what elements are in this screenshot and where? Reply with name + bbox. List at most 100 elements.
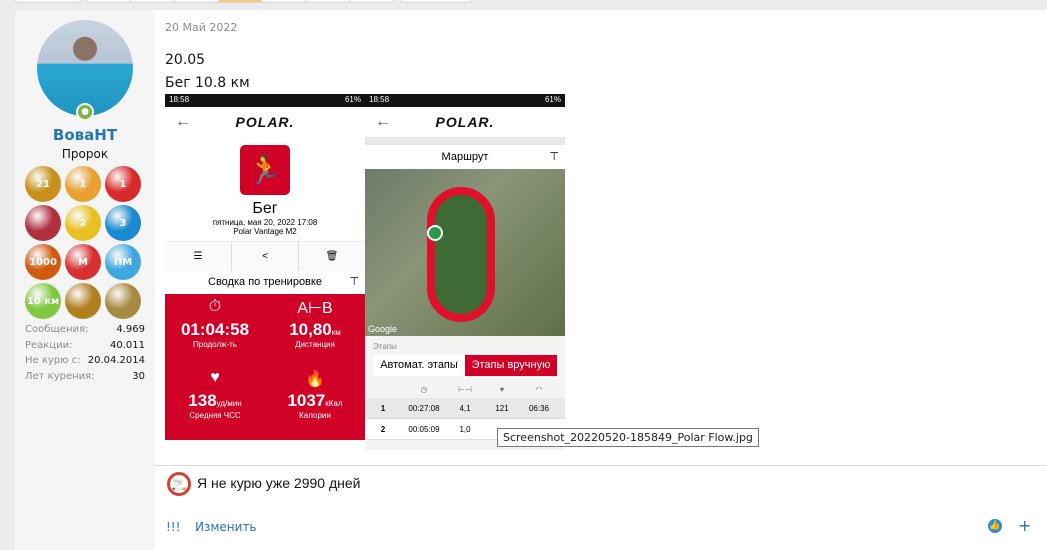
metric: 🔥 1037кКал Калории — [265, 369, 365, 440]
metric-unit: кКал — [325, 399, 343, 408]
post-text-line: Бег 10.8 км — [165, 75, 250, 91]
status-time: 18:58 — [369, 95, 390, 104]
device-name: Polar Vantage M2 — [233, 227, 297, 236]
stat-value: 30 — [132, 370, 145, 382]
lap-cell: 4,1 — [459, 404, 471, 413]
distance-icon: ⊢⊣ — [458, 385, 472, 394]
attachment-image-left[interactable]: 18:58 61% ← POLAR. 🏃 Бег пятница, мая 20,… — [165, 94, 365, 450]
map-credit: Google — [368, 324, 398, 334]
stat-value: 40.011 — [110, 339, 145, 351]
attachment-image-right[interactable]: 18:58 61% ← POLAR. Маршрут ⊤ Google Этапы… — [365, 94, 565, 450]
badge-label: ПМ — [113, 256, 133, 268]
list-icon[interactable]: ☰ — [165, 242, 232, 271]
badge-grid: 21 1 1 2 3 1000 M ПМ 10 км — [25, 166, 143, 319]
pace-icon: ◠ — [535, 385, 543, 394]
username[interactable]: ВоваНТ — [52, 126, 118, 144]
polar-logo: POLAR. — [235, 114, 295, 130]
user-stats: Сообщения: 4.969 Реакции: 40.011 Не курю с: 2… — [25, 324, 145, 386]
metric-value: 1037 — [287, 391, 326, 410]
polar-logo: POLAR. — [435, 114, 495, 130]
tab-auto-laps[interactable]: Автомат. этапы — [380, 359, 458, 371]
metric-value: 138 — [188, 391, 217, 410]
delete-icon[interactable]: 🗑 — [325, 251, 339, 262]
badge-label: M — [78, 256, 88, 268]
flame-icon: 🔥 — [305, 371, 325, 388]
metrics-panel: ⏱ 01:04:58 Продолж-ть A⊢B 10,80км Дистанция ♥ 1… — [165, 294, 365, 440]
stat-label: Лет курения: — [25, 370, 95, 382]
tab-manual-laps[interactable]: Этапы вручную — [465, 355, 557, 376]
badge-label: 21 — [36, 178, 50, 190]
timer-icon: ◷ — [420, 385, 428, 394]
metric-label: Дистанция — [295, 340, 335, 349]
pagination[interactable] — [86, 0, 394, 3]
image-tooltip: Screenshot_20220520-185849_Polar Flow.jp… — [497, 428, 759, 447]
online-status-icon: ● — [76, 103, 94, 121]
stat-label: Не курю с: — [25, 355, 81, 366]
stat-row: Лет курения: 30 — [25, 371, 145, 387]
status-battery: 61% — [344, 95, 361, 104]
badge-label: 1 — [79, 178, 87, 190]
10km-badge[interactable]: 10 км — [25, 283, 61, 319]
pm-lightning-badge[interactable]: ПМ — [105, 244, 141, 280]
lap-cell: 06:36 — [528, 404, 550, 413]
stat-label: Реакции: — [25, 339, 73, 351]
badge-label: 10 км — [26, 295, 60, 307]
lap-cell: 2 — [380, 425, 386, 434]
post-date[interactable]: 20 Май 2022 — [165, 21, 238, 34]
nav-button[interactable] — [400, 0, 472, 3]
lap-cell: 1,0 — [459, 425, 471, 434]
metric: A⊢B 10,80км Дистанция — [265, 298, 365, 369]
badge-label: 2 — [79, 217, 87, 229]
metric: ⏱ 01:04:58 Продолж-ть — [165, 298, 265, 369]
avatar[interactable] — [37, 20, 133, 116]
stat-label: Сообщения: — [25, 324, 89, 335]
metric: ♥ 138уд/мин Средняя ЧСС — [165, 369, 265, 440]
metric-value: 10,80 — [289, 320, 332, 339]
no-smoking-icon: 🚬 — [167, 472, 191, 496]
like-icon[interactable]: 👍 — [988, 519, 1002, 533]
team-3-badge[interactable]: 3 — [105, 205, 141, 241]
signature-text: Я не курю уже 2990 дней — [197, 475, 361, 491]
m-stars-badge[interactable]: M — [65, 244, 101, 280]
status-time: 18:58 — [169, 95, 190, 104]
ribbon-first-badge[interactable]: 1 — [105, 166, 141, 202]
checkmark-2-badge[interactable]: 2 — [65, 205, 101, 241]
running-icon: 🏃 — [240, 145, 290, 195]
apple-badge[interactable] — [65, 283, 101, 319]
share-icon[interactable]: < — [232, 242, 299, 271]
status-battery: 61% — [544, 95, 561, 104]
badge-label: 3 — [119, 217, 127, 229]
post-text-line: 20.05 — [165, 52, 206, 68]
trophy-badge[interactable] — [105, 283, 141, 319]
runner-21-badge[interactable]: 21 — [25, 166, 61, 202]
user-title: Пророк — [61, 147, 109, 161]
add-reaction-button[interactable]: + — [1018, 516, 1032, 535]
metric-unit: км — [331, 328, 341, 337]
edit-link[interactable]: Изменить — [195, 520, 257, 534]
runners-1000-badge[interactable]: 1000 — [25, 244, 61, 280]
lap-cell: 00:27:08 — [408, 404, 440, 413]
distance-icon: A⊢B — [297, 300, 333, 317]
signature-divider — [155, 465, 1047, 466]
metric-value: 01:04:58 — [180, 320, 250, 339]
route-map[interactable]: Google — [365, 169, 565, 336]
activity-name: Бег — [252, 200, 278, 217]
nav-button[interactable] — [15, 0, 81, 3]
heart-icon: ♥ — [210, 369, 220, 386]
report-link[interactable]: !!! — [166, 520, 181, 534]
stat-row: Не курю с: 20.04.2014 — [25, 355, 145, 371]
stat-value: 4.969 — [116, 324, 145, 335]
start-marker-icon — [427, 225, 443, 241]
lap-cell: 00:05:09 — [408, 425, 440, 434]
stat-value: 20.04.2014 — [87, 355, 145, 366]
heart-paris-badge[interactable] — [25, 205, 61, 241]
pin-icon: ⊤ — [549, 151, 559, 163]
activity-datetime: пятница, мая 20, 2022 17:08 — [212, 218, 318, 227]
stopwatch-icon: ⏱ — [208, 298, 222, 315]
laps-label: Этапы — [373, 342, 397, 351]
back-arrow-icon: ← — [175, 113, 191, 130]
lap-cell: 1 — [380, 404, 386, 413]
finish-line-badge[interactable]: 1 — [65, 166, 101, 202]
metric-unit: уд/мин — [216, 399, 242, 408]
lap-cell: 121 — [495, 404, 509, 413]
